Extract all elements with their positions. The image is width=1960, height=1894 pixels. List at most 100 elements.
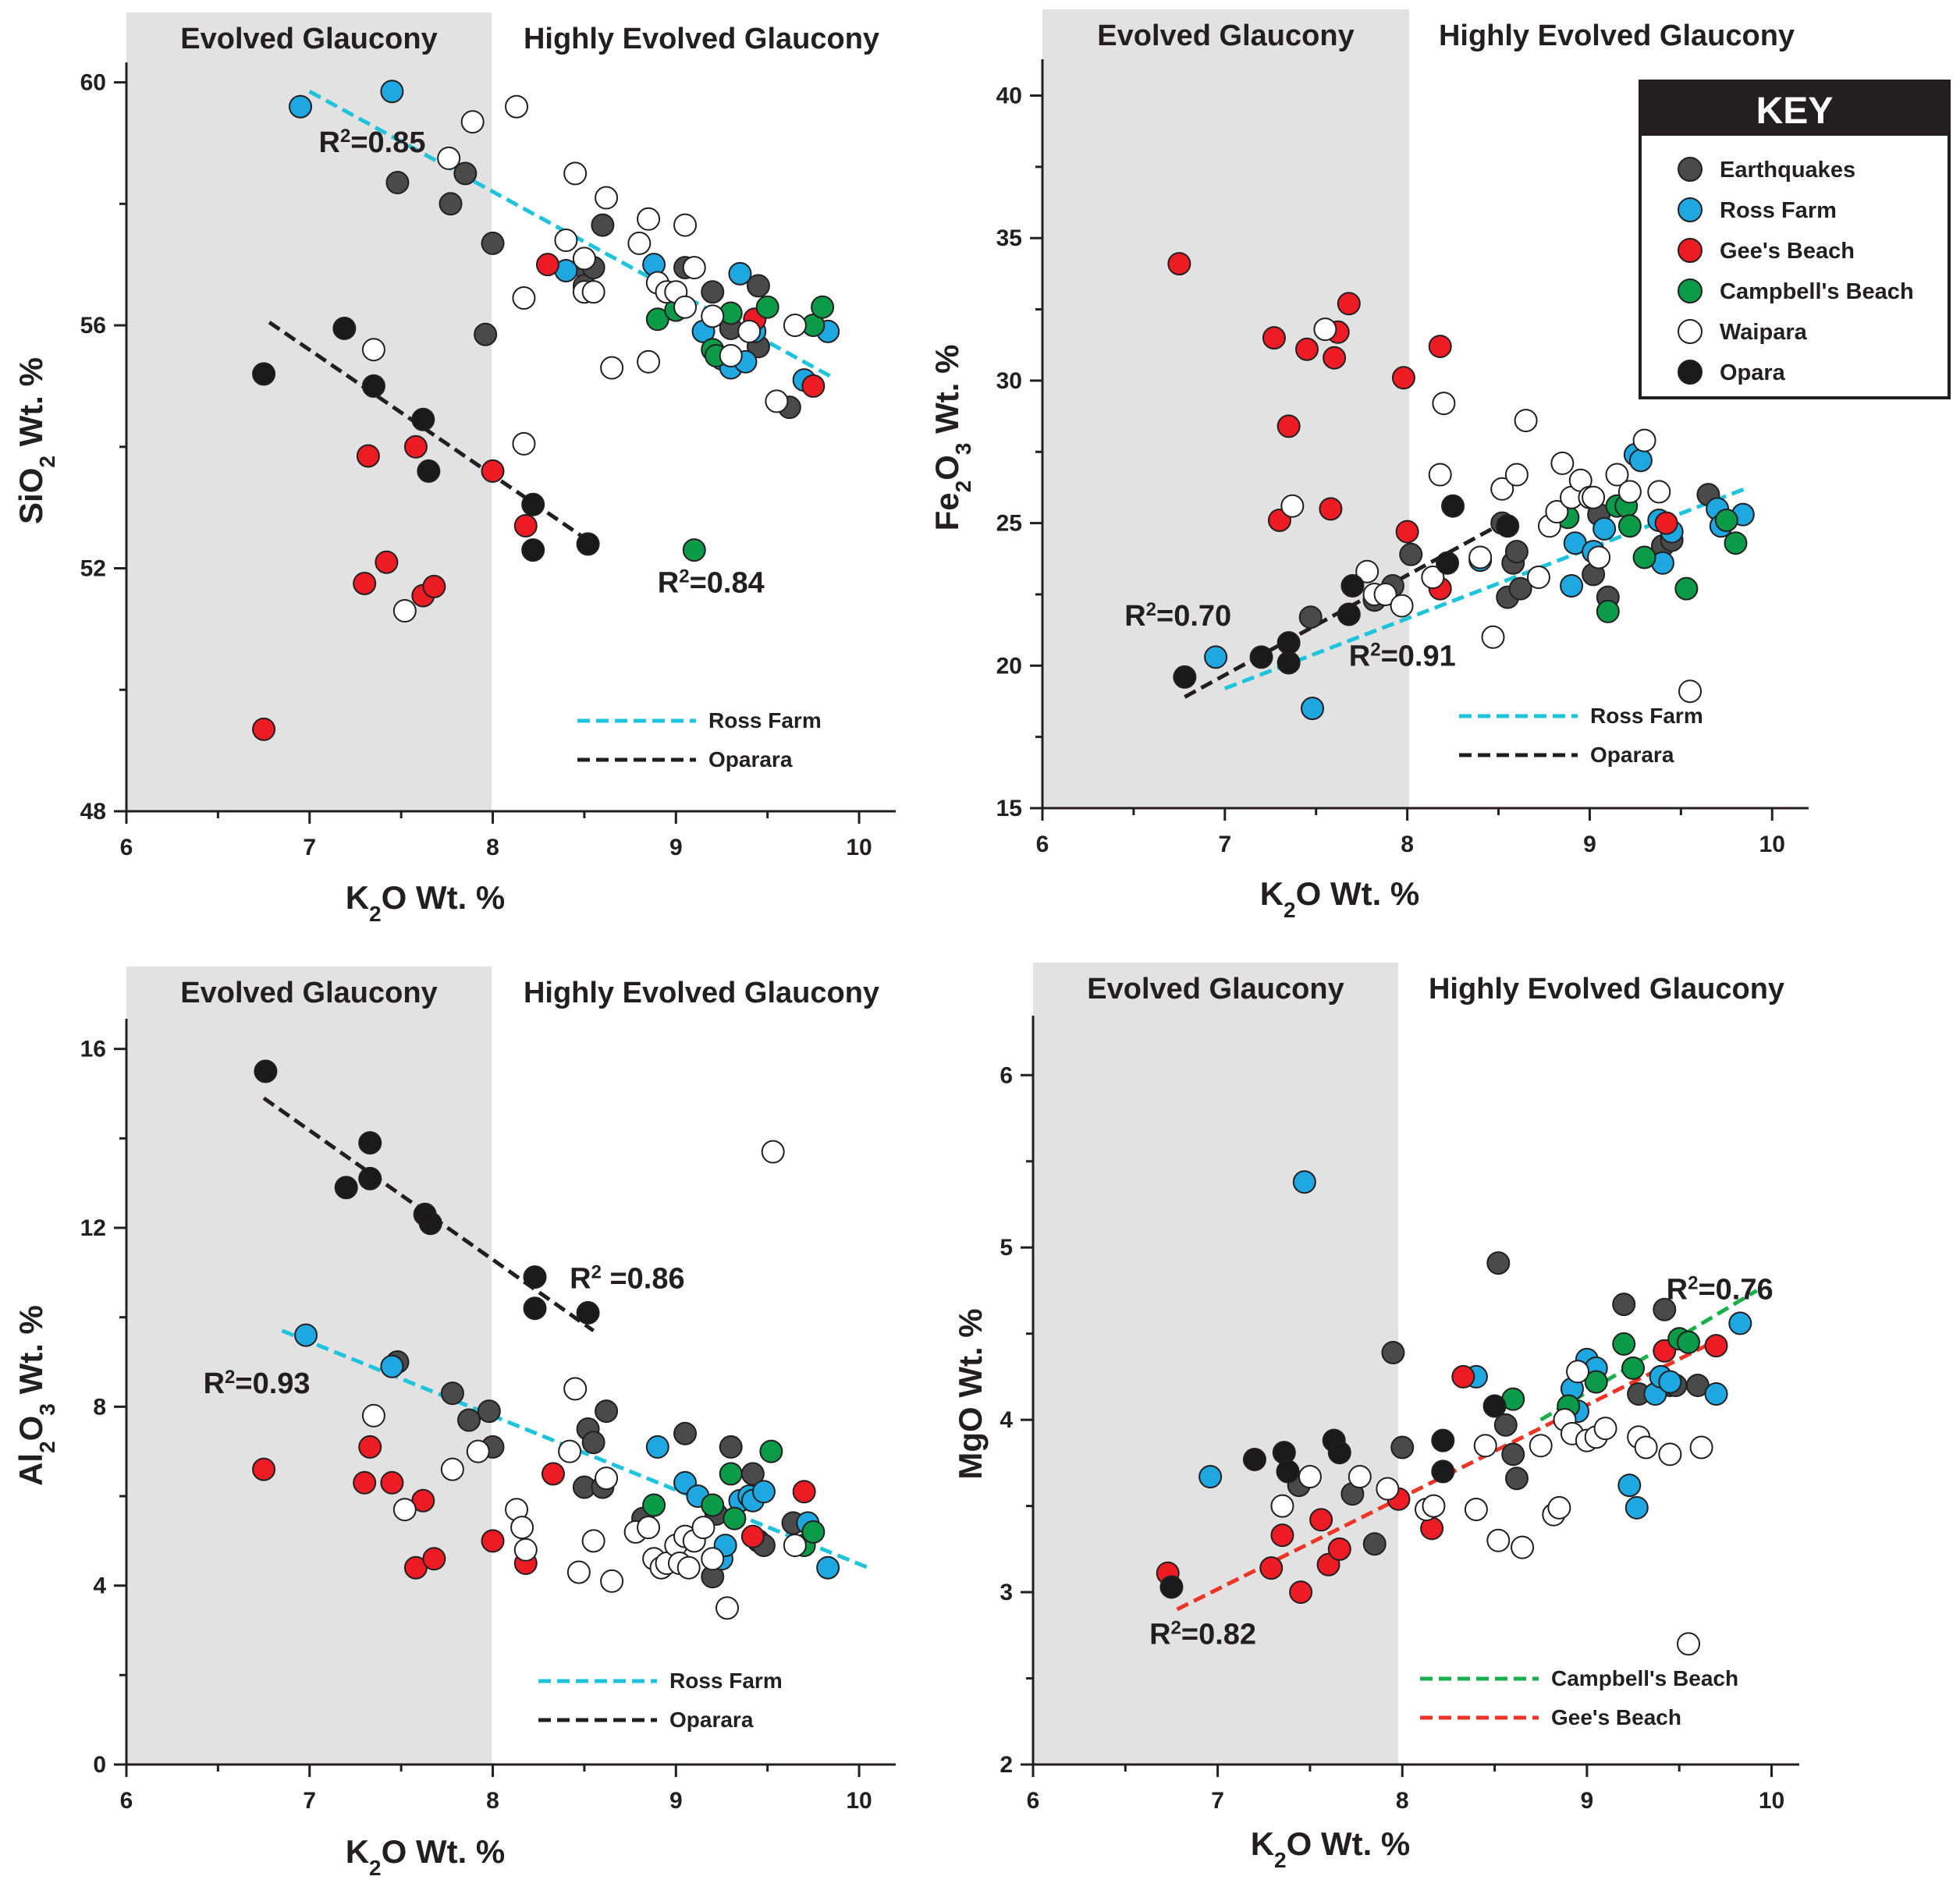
point-gee-s-beach (792, 1480, 816, 1504)
point-ross-farm (1628, 449, 1653, 473)
point-opara (523, 1265, 547, 1289)
point-waipara (1270, 1494, 1294, 1518)
point-waipara (572, 247, 596, 271)
x-tick-label: 8 (1401, 832, 1414, 857)
r-squared-label: R2=0.93 (204, 1367, 311, 1401)
point-gee-s-beach (481, 1529, 505, 1553)
point-opara (332, 316, 357, 340)
point-ross-farm (1204, 645, 1228, 669)
point-campbell-s-beach (719, 1462, 743, 1486)
point-waipara (1473, 1434, 1497, 1458)
point-waipara (563, 1377, 588, 1401)
point-gee-s-beach (1704, 1334, 1728, 1358)
y-tick-label: 5 (1000, 1235, 1013, 1261)
region-label-highly-evolved-glaucony: Highly Evolved Glaucony (1439, 20, 1795, 52)
r-squared-label: R2=0.91 (1349, 639, 1456, 673)
point-campbell-s-beach (1632, 545, 1656, 569)
point-waipara (783, 1534, 807, 1558)
point-earthquakes (1362, 1532, 1387, 1556)
point-gee-s-beach (422, 574, 446, 598)
point-opara (576, 1300, 600, 1325)
key-title: KEY (1756, 90, 1834, 132)
y-axis-title: Al2O3 Wt. % (12, 1305, 59, 1486)
point-opara (334, 1176, 358, 1200)
x-axis-title: K2O Wt. % (1260, 875, 1420, 922)
chart-mgo-vs-k2o: Evolved Glaucony Highly Evolved Glaucony 6… (952, 963, 1799, 1872)
y-tick-label: 30 (996, 368, 1022, 394)
point-gee-s-beach (1167, 252, 1191, 276)
point-gee-s-beach (535, 253, 559, 277)
point-ross-farm (1624, 1495, 1649, 1520)
point-waipara (558, 1439, 582, 1463)
point-earthquakes (719, 1435, 743, 1459)
point-ross-farm (1704, 1382, 1728, 1406)
x-tick-label: 7 (1211, 1788, 1224, 1814)
point-earthquakes (746, 274, 770, 298)
point-waipara (673, 213, 698, 237)
point-campbell-s-beach (1714, 508, 1738, 532)
r-squared-label: R2=0.70 (1124, 599, 1231, 633)
point-gee-s-beach (513, 514, 538, 538)
evolved-region-shading (126, 12, 492, 811)
point-waipara (1545, 500, 1569, 523)
legend-label-gee-s-beach: Gee's Beach (1551, 1705, 1681, 1729)
key-label-ross-farm: Ross Farm (1720, 198, 1837, 223)
point-earthquakes (1298, 605, 1323, 630)
point-waipara (512, 431, 536, 456)
point-gee-s-beach (1327, 1537, 1351, 1561)
point-opara (1431, 1460, 1455, 1484)
point-opara (418, 1211, 442, 1236)
point-waipara (361, 338, 385, 362)
point-waipara (1582, 485, 1606, 509)
region-label-evolved-glaucony: Evolved Glaucony (1097, 20, 1354, 52)
point-gee-s-beach (353, 1470, 377, 1495)
point-ross-farm (1728, 1311, 1752, 1335)
point-waipara (1486, 1528, 1511, 1552)
point-gee-s-beach (481, 459, 505, 483)
point-waipara (437, 146, 461, 170)
point-campbell-s-beach (723, 1506, 747, 1530)
point-opara (1173, 665, 1197, 689)
r-squared-label: R2=0.84 (658, 566, 765, 600)
point-opara (1496, 514, 1520, 538)
legend-label-oparara: Oparara (708, 747, 793, 771)
point-ross-farm (1198, 1465, 1223, 1489)
point-campbell-s-beach (759, 1439, 783, 1463)
x-tick-label: 9 (669, 1788, 683, 1814)
point-earthquakes (439, 192, 463, 216)
point-waipara (1689, 1435, 1713, 1460)
point-waipara (1605, 463, 1629, 487)
point-gee-s-beach (422, 1547, 446, 1571)
point-waipara (1617, 480, 1642, 504)
point-waipara (737, 319, 762, 343)
point-waipara (1481, 625, 1505, 649)
point-opara (417, 459, 441, 483)
point-gee-s-beach (1395, 520, 1419, 544)
point-gee-s-beach (375, 550, 399, 574)
point-gee-s-beach (358, 1435, 382, 1459)
point-gee-s-beach (1295, 337, 1319, 361)
point-ross-farm (1592, 516, 1617, 541)
point-waipara (783, 314, 807, 338)
point-gee-s-beach (380, 1470, 404, 1495)
key-label-waipara: Waipara (1720, 320, 1808, 345)
point-campbell-s-beach (801, 1520, 826, 1544)
r-squared-label: R2=0.76 (1667, 1272, 1774, 1307)
r-squared-label: R2=0.85 (319, 126, 426, 160)
x-tick-label: 10 (846, 835, 872, 860)
x-tick-label: 6 (120, 835, 133, 860)
point-waipara (637, 1516, 661, 1540)
point-waipara (1529, 1434, 1553, 1458)
trendline-oparara (1184, 518, 1509, 699)
point-waipara (1390, 594, 1414, 618)
point-opara (521, 492, 545, 516)
point-earthquakes (453, 161, 478, 186)
legend-label-oparara: Oparara (669, 1708, 754, 1732)
x-tick-label: 10 (1759, 832, 1785, 857)
point-waipara (361, 1403, 385, 1428)
point-gee-s-beach (1309, 1508, 1333, 1532)
point-gee-s-beach (1391, 366, 1415, 390)
point-ross-farm (294, 1323, 318, 1347)
y-tick-label: 35 (996, 225, 1022, 251)
point-gee-s-beach (403, 434, 428, 459)
